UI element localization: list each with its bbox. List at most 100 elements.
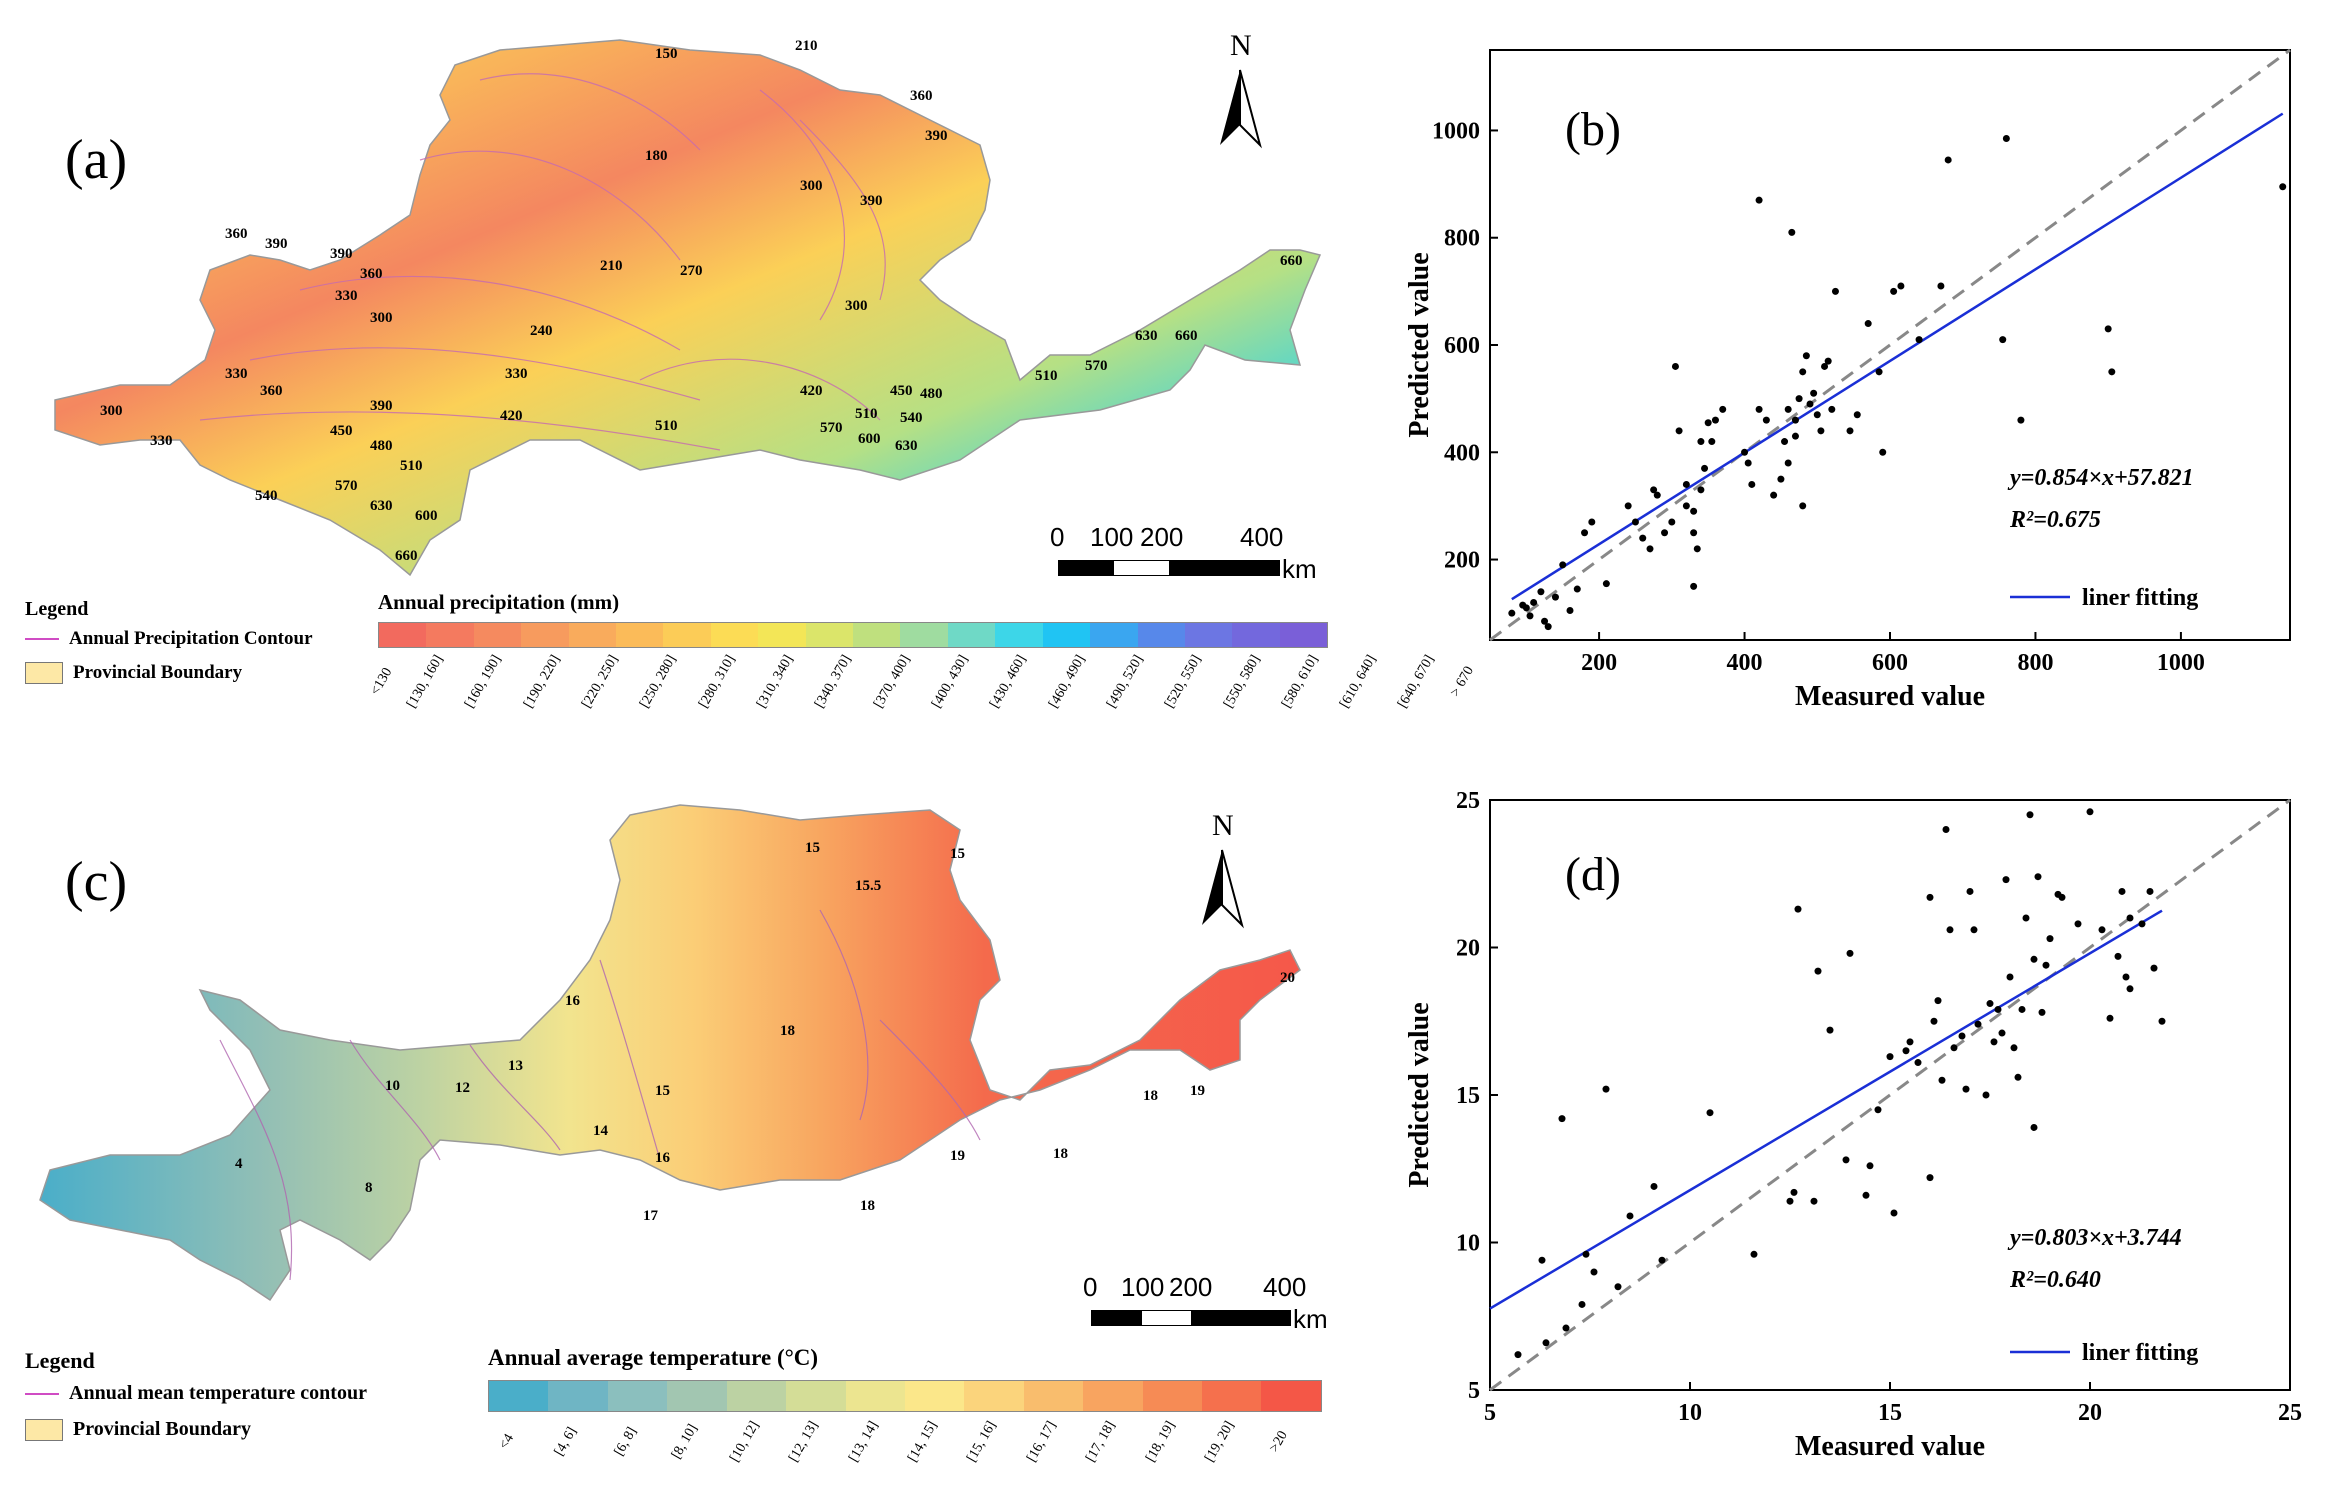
data-point xyxy=(1544,623,1552,631)
data-point xyxy=(1853,411,1861,419)
contour-label: 330 xyxy=(150,433,173,449)
data-point xyxy=(1744,459,1752,467)
data-point xyxy=(1750,1250,1758,1258)
data-point xyxy=(2002,876,2010,884)
contour-label: 480 xyxy=(920,386,943,402)
contour-label: 20 xyxy=(1280,970,1295,986)
colorbar-tick-label: [550, 580] xyxy=(1220,652,1263,711)
data-point xyxy=(1842,1156,1850,1164)
data-point xyxy=(1558,1115,1566,1123)
data-point xyxy=(2010,1044,2018,1052)
x-tick-label: 400 xyxy=(1727,650,1763,676)
data-point xyxy=(2074,920,2082,928)
colorbar-tick-label: [520, 550] xyxy=(1162,652,1205,711)
contour-label: 510 xyxy=(655,418,678,434)
contour-label: 19 xyxy=(950,1148,965,1164)
data-point xyxy=(1522,604,1530,612)
data-point xyxy=(1650,486,1658,494)
data-point xyxy=(1791,416,1799,424)
data-point xyxy=(1562,1324,1570,1332)
scale-tick: 200 xyxy=(1169,1272,1213,1302)
colorbar-swatch xyxy=(1232,623,1280,647)
data-point xyxy=(1866,1162,1874,1170)
data-point xyxy=(1551,593,1559,601)
data-point xyxy=(2126,985,2134,993)
contour-label: 13 xyxy=(508,1058,523,1074)
colorbar-tick-label: [19, 20] xyxy=(1202,1418,1238,1465)
data-point xyxy=(1817,427,1825,435)
r-squared: R²=0.640 xyxy=(2009,1267,2101,1293)
contour-label: 660 xyxy=(395,548,418,564)
contour-label: 180 xyxy=(645,148,668,164)
panel-d-chart: 5 10 15 20 25 5 10 15 20 25 Measured value Predicte… xyxy=(1380,770,2320,1480)
data-point xyxy=(2158,1017,2166,1025)
data-point xyxy=(1711,416,1719,424)
data-point xyxy=(1658,1256,1666,1264)
colorbar-tick-label: [160, 190] xyxy=(462,652,505,711)
data-point xyxy=(1886,1053,1894,1061)
data-point xyxy=(1690,529,1698,537)
legend-title: Legend xyxy=(25,1348,95,1373)
data-point xyxy=(1661,529,1669,537)
colorbar-swatch xyxy=(548,1381,608,1411)
data-point xyxy=(2122,973,2130,981)
contour-label: 510 xyxy=(1035,368,1058,384)
colorbar-swatch xyxy=(904,1381,965,1411)
x-tick-label: 600 xyxy=(1872,650,1908,676)
contour-label: 600 xyxy=(858,431,881,447)
contour-label: 360 xyxy=(910,88,933,104)
data-point xyxy=(1791,432,1799,440)
data-point xyxy=(1906,1038,1914,1046)
precip-contours xyxy=(199,73,886,451)
data-point xyxy=(2022,914,2030,922)
data-point xyxy=(1646,545,1654,553)
data-point xyxy=(1806,400,1814,408)
colorbar-tick-label: [18, 19] xyxy=(1142,1418,1179,1465)
scatter-plot-d: 5 10 15 20 25 5 10 15 20 25 Measured value Predicte… xyxy=(1404,788,2302,1462)
scatter-plot-b: 200 400 600 800 1000 200 400 600 800 1000 Measured… xyxy=(1404,48,2291,712)
data-point xyxy=(1950,1044,1958,1052)
data-point xyxy=(1846,949,1854,957)
data-point xyxy=(1755,196,1763,204)
colorbar-tick-label: [15, 16] xyxy=(964,1418,1000,1465)
data-point xyxy=(1693,545,1701,553)
contour-label: 18 xyxy=(1143,1088,1158,1104)
contour-label: 15 xyxy=(950,846,965,862)
contour-label: 390 xyxy=(265,236,288,252)
precip-contour-labels: 150 210 180 360 390 300 390 360 390 390 … xyxy=(100,38,1303,564)
contour-label: 240 xyxy=(530,323,553,339)
data-point xyxy=(1590,1268,1598,1276)
data-point xyxy=(1958,1032,1966,1040)
y-tick-label: 600 xyxy=(1444,333,1480,359)
legend-title: Legend xyxy=(25,598,89,620)
contour-label: 330 xyxy=(335,288,358,304)
boundary-swatch xyxy=(25,662,63,684)
colorbar-title: Annual average temperature (°C) xyxy=(488,1345,819,1370)
colorbar-swatch xyxy=(900,623,948,647)
data-point xyxy=(1541,617,1549,625)
contour-label: 10 xyxy=(385,1078,400,1094)
contour-label: 360 xyxy=(260,383,283,399)
contour-label: 360 xyxy=(360,266,383,282)
contour-label: 300 xyxy=(100,403,123,419)
contour-label: 15 xyxy=(655,1083,670,1099)
data-point xyxy=(1802,352,1810,360)
data-point xyxy=(1875,368,1883,376)
reference-line xyxy=(1489,48,2291,642)
colorbar-tick-label: >20 xyxy=(1267,1428,1292,1455)
colorbar-tick-label: [14, 15] xyxy=(905,1418,941,1465)
scale-tick: 100 xyxy=(1090,522,1134,552)
y-tick-label: 10 xyxy=(1456,1231,1480,1257)
data-point xyxy=(1559,561,1567,569)
contour-label: 14 xyxy=(593,1123,609,1139)
contour-label: 16 xyxy=(655,1150,671,1166)
data-point xyxy=(1790,1188,1798,1196)
data-point xyxy=(1814,967,1822,975)
data-point xyxy=(1813,411,1821,419)
contour-label: 300 xyxy=(800,178,823,194)
data-point xyxy=(1538,1256,1546,1264)
data-point xyxy=(1944,156,1952,164)
data-point xyxy=(1719,405,1727,413)
data-point xyxy=(1653,491,1661,499)
y-tick-label: 15 xyxy=(1456,1083,1480,1109)
